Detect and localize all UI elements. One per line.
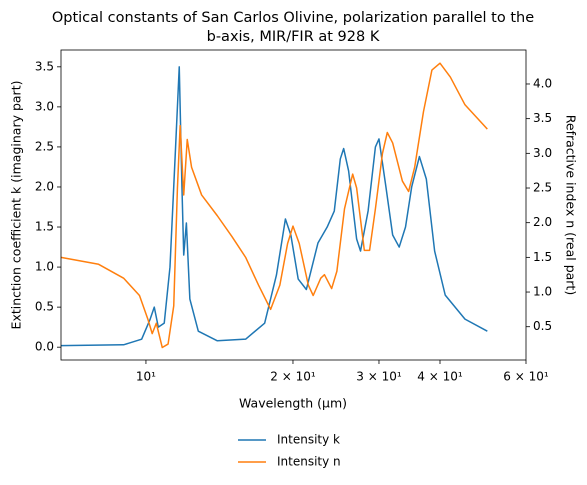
y2-axis-label: Refractive index n (real part)	[564, 115, 579, 295]
chart-title: b-axis, MIR/FIR at 928 K	[207, 29, 380, 45]
y-tick-label: 0.0	[35, 340, 54, 354]
x-tick-label: 4 × 10¹	[417, 370, 463, 384]
y2-tick-label: 2.0	[533, 215, 552, 229]
x-tick-label: 2 × 10¹	[270, 370, 316, 384]
legend-label: Intensity k	[277, 433, 340, 447]
x-tick-label: 3 × 10¹	[356, 370, 402, 384]
y2-tick-label: 0.5	[533, 319, 552, 333]
y-tick-label: 1.5	[35, 220, 54, 234]
chart-title: Optical constants of San Carlos Olivine,…	[52, 10, 534, 26]
y2-tick-label: 1.5	[533, 250, 552, 264]
y-tick-label: 2.0	[35, 179, 54, 193]
y2-tick-label: 1.0	[533, 285, 552, 299]
y2-tick-label: 3.5	[533, 111, 552, 125]
x-axis-label: Wavelength (μm)	[239, 396, 347, 411]
y2-tick-label: 3.0	[533, 146, 552, 160]
line-series	[60, 62, 488, 349]
y-tick-label: 3.0	[35, 99, 54, 113]
x-tick-label: 10¹	[136, 370, 156, 384]
plot-frame	[60, 49, 527, 361]
y-tick-label: 2.5	[35, 139, 54, 153]
y-axis-label: Extinction coefficient k (imaginary part…	[9, 81, 24, 330]
y2-tick-label: 2.5	[533, 181, 552, 195]
y2-tick-label: 4.0	[533, 76, 552, 90]
y-tick-label: 3.5	[35, 59, 54, 73]
y-tick-label: 0.5	[35, 300, 54, 314]
x-tick-label: 6 × 10¹	[503, 370, 549, 384]
legend-label: Intensity n	[277, 455, 341, 469]
line-series	[60, 66, 488, 347]
y-tick-label: 1.0	[35, 260, 54, 274]
